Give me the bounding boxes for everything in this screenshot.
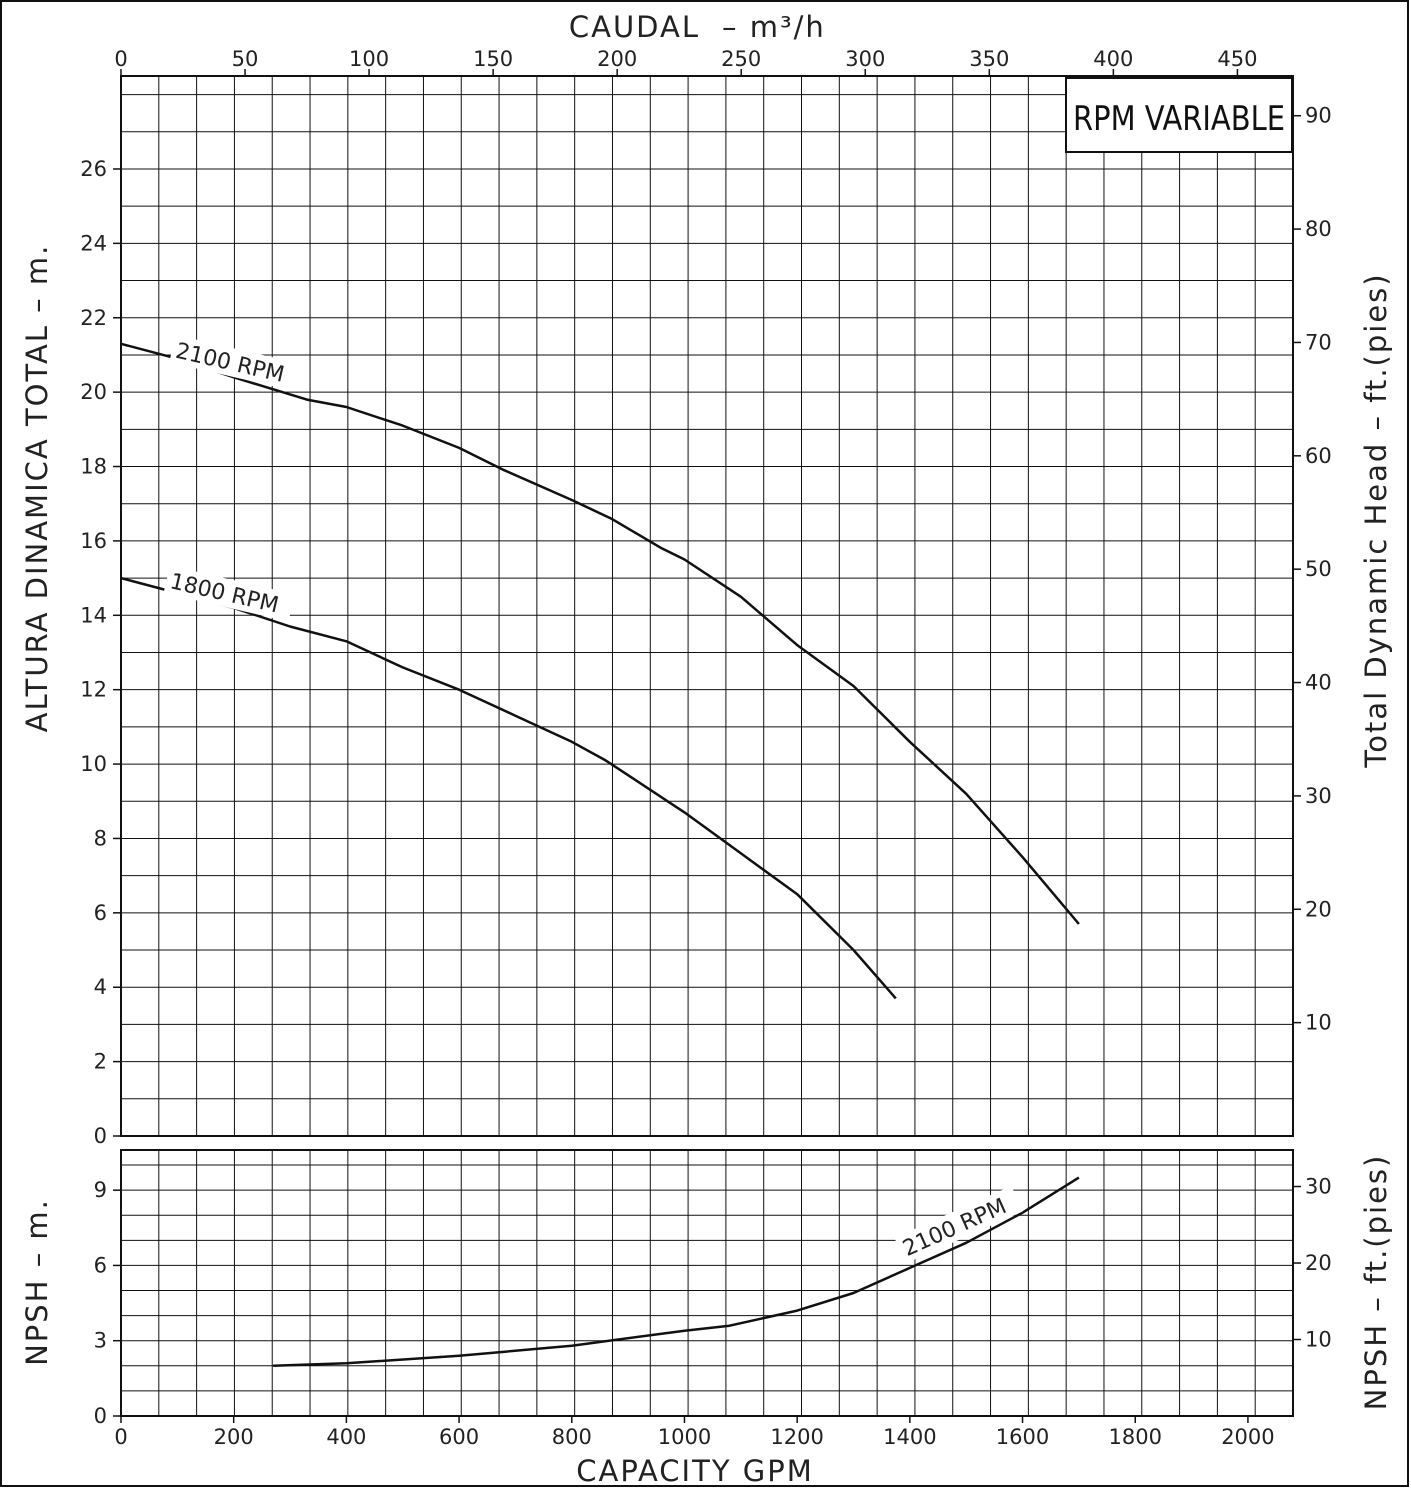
right-tick-label: 90	[1305, 104, 1332, 128]
npsh-right-axis-title: NPSH – ft.(pies)	[1359, 1154, 1393, 1411]
curve-label-2100-rpm-bg	[169, 334, 301, 391]
bottom-tick-label: 800	[552, 1425, 592, 1449]
left-tick-label: 4	[94, 975, 107, 999]
bottom-axis-title: CAPACITY GPM	[576, 1454, 813, 1488]
left-tick-label: 18	[80, 455, 107, 479]
right-tick-label: 10	[1305, 1011, 1332, 1035]
bottom-tick-label: 0	[114, 1425, 127, 1449]
npsh-left-axis-title: NPSH – m.	[20, 1198, 54, 1366]
bottom-tick-label: 1400	[883, 1425, 936, 1449]
top-tick-label: 100	[349, 47, 389, 71]
left-tick-label: 14	[80, 603, 107, 627]
npsh-left-tick-label: 3	[94, 1329, 107, 1353]
left-tick-label: 16	[80, 529, 107, 553]
bottom-tick-label: 2000	[1221, 1425, 1274, 1449]
left-tick-label: 2	[94, 1050, 107, 1074]
top-tick-label: 150	[473, 47, 513, 71]
left-tick-label: 12	[80, 678, 107, 702]
bottom-tick-label: 1200	[770, 1425, 823, 1449]
head-plot-frame	[120, 75, 1294, 1137]
top-tick-label: 50	[232, 47, 259, 71]
top-tick-label: 0	[114, 47, 127, 71]
right-tick-label: 80	[1305, 217, 1332, 241]
npsh-left-tick-label: 6	[94, 1253, 107, 1277]
bottom-tick-label: 1800	[1109, 1425, 1162, 1449]
npsh-right-tick-label: 20	[1305, 1251, 1332, 1275]
top-tick-label: 400	[1093, 47, 1133, 71]
top-tick-label: 300	[845, 47, 885, 71]
right-tick-label: 50	[1305, 557, 1332, 581]
left-tick-label: 8	[94, 826, 107, 850]
top-axis-label: CAUDAL	[569, 10, 700, 44]
left-tick-label: 6	[94, 901, 107, 925]
head-chart-grid	[121, 76, 1293, 1136]
npsh-right-tick-label: 30	[1305, 1175, 1332, 1199]
npsh-chart-grid	[121, 1150, 1293, 1416]
right-axis-title: Total Dynamic Head – ft.(pies)	[1359, 272, 1393, 768]
npsh-curve-label-2100-rpm-bg	[894, 1185, 1023, 1264]
right-tick-label: 30	[1305, 784, 1332, 808]
bottom-tick-label: 1600	[996, 1425, 1049, 1449]
curve-1800-rpm	[120, 576, 897, 1000]
left-tick-label: 10	[80, 752, 107, 776]
right-tick-label: 70	[1305, 330, 1332, 354]
npsh-left-tick-label: 9	[94, 1178, 107, 1202]
npsh-plot-frame	[120, 1149, 1294, 1417]
left-axis-title: ALTURA DINAMICA TOTAL – m.	[20, 244, 54, 733]
curve-label-1800-rpm-bg	[163, 565, 295, 622]
top-tick-label: 200	[597, 47, 637, 71]
bottom-tick-label: 400	[326, 1425, 366, 1449]
left-tick-label: 26	[80, 157, 107, 181]
left-tick-label: 20	[80, 380, 107, 404]
npsh-left-tick-label: 0	[94, 1404, 107, 1428]
top-tick-label: 450	[1217, 47, 1257, 71]
left-tick-label: 24	[80, 231, 107, 255]
chart-title: RPM VARIABLE	[1073, 99, 1285, 139]
top-tick-label: 350	[969, 47, 1009, 71]
npsh-curve-2100-rpm	[273, 1176, 1080, 1368]
left-tick-label: 0	[94, 1124, 107, 1148]
bottom-tick-label: 200	[214, 1425, 254, 1449]
npsh-right-tick-label: 10	[1305, 1328, 1332, 1352]
left-tick-label: 22	[80, 306, 107, 330]
bottom-tick-label: 1000	[658, 1425, 711, 1449]
right-tick-label: 40	[1305, 671, 1332, 695]
top-axis-unit: – m³/h	[722, 10, 826, 44]
top-axis-title: CAUDAL	[569, 10, 700, 44]
right-tick-label: 20	[1305, 897, 1332, 921]
title-box	[1065, 77, 1293, 153]
right-tick-label: 60	[1305, 444, 1332, 468]
top-tick-label: 250	[721, 47, 761, 71]
bottom-tick-label: 600	[439, 1425, 479, 1449]
curve-2100-rpm	[120, 342, 1080, 925]
